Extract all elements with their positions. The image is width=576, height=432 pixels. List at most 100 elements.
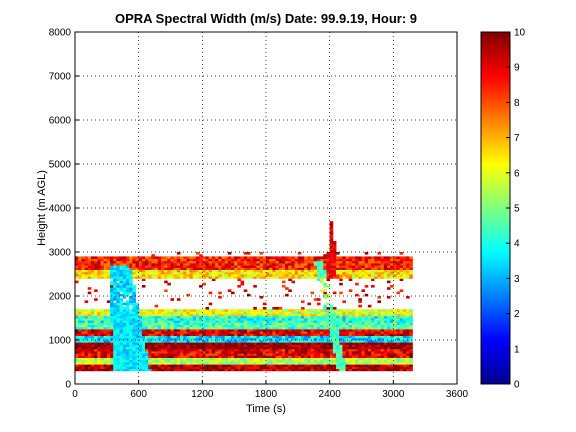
heatmap-cell bbox=[246, 351, 251, 354]
heatmap-cell bbox=[348, 331, 353, 334]
heatmap-cell bbox=[332, 263, 337, 266]
heatmap-cell bbox=[221, 344, 226, 347]
heatmap-cell bbox=[103, 260, 108, 264]
heatmap-cell bbox=[176, 315, 181, 319]
heatmap-cell bbox=[119, 298, 124, 301]
heatmap-cell bbox=[141, 271, 146, 275]
heatmap-cell bbox=[364, 324, 369, 328]
heatmap-cell bbox=[406, 329, 410, 332]
heatmap-cell bbox=[329, 329, 334, 332]
heatmap-cell bbox=[259, 368, 264, 372]
heatmap-cell bbox=[266, 340, 270, 343]
heatmap-cell bbox=[345, 362, 350, 365]
heatmap-cell bbox=[345, 269, 350, 273]
heatmap-cell bbox=[377, 351, 381, 354]
heatmap-cell bbox=[310, 318, 315, 321]
heatmap-cell bbox=[409, 276, 413, 279]
heatmap-cell bbox=[97, 351, 101, 354]
heatmap-cell bbox=[390, 348, 394, 352]
heatmap-cell bbox=[326, 353, 331, 356]
heatmap-cell bbox=[329, 232, 334, 235]
heatmap-cell bbox=[297, 318, 302, 321]
y-tick-label: 0 bbox=[65, 380, 71, 391]
heatmap-cell bbox=[240, 313, 245, 317]
heatmap-cell bbox=[256, 366, 261, 369]
heatmap-cell bbox=[383, 368, 388, 372]
heatmap-cell bbox=[351, 274, 356, 277]
heatmap-cell bbox=[316, 337, 321, 341]
heatmap-cell bbox=[84, 269, 89, 273]
heatmap-cell bbox=[326, 260, 331, 264]
heatmap-cell bbox=[100, 326, 105, 330]
heatmap-cell bbox=[278, 364, 283, 367]
heatmap-cell bbox=[230, 271, 235, 275]
heatmap-cell bbox=[227, 368, 232, 372]
heatmap-cell bbox=[259, 324, 264, 328]
heatmap-cell bbox=[186, 263, 190, 266]
heatmap-cell bbox=[151, 276, 155, 279]
heatmap-cell bbox=[285, 364, 289, 367]
heatmap-cell bbox=[218, 364, 222, 367]
heatmap-cell bbox=[275, 346, 280, 350]
heatmap-cell bbox=[246, 256, 251, 259]
heatmap-cell bbox=[326, 302, 331, 306]
heatmap-cell bbox=[211, 309, 216, 312]
heatmap-cell bbox=[393, 322, 397, 325]
heatmap-cell bbox=[94, 263, 98, 266]
heatmap-cell bbox=[371, 357, 375, 361]
heatmap-cell bbox=[135, 302, 140, 306]
heatmap-cell bbox=[361, 324, 366, 328]
heatmap-cell bbox=[269, 368, 273, 372]
heatmap-cell bbox=[221, 362, 226, 365]
heatmap-cell bbox=[250, 355, 254, 358]
heatmap-cell bbox=[135, 344, 140, 347]
heatmap-cell bbox=[364, 326, 369, 330]
heatmap-cell bbox=[183, 344, 187, 347]
heatmap-cell bbox=[361, 311, 366, 314]
heatmap-cell bbox=[329, 236, 334, 240]
heatmap-cell bbox=[272, 309, 276, 312]
heatmap-cell bbox=[202, 315, 206, 319]
heatmap-cell bbox=[377, 258, 381, 262]
heatmap-cell bbox=[367, 271, 372, 275]
heatmap-cell bbox=[361, 256, 366, 259]
heatmap-cell bbox=[367, 304, 372, 308]
heatmap-cell bbox=[390, 355, 394, 358]
heatmap-cell bbox=[288, 260, 292, 264]
heatmap-cell bbox=[272, 351, 276, 354]
heatmap-cell bbox=[291, 362, 296, 365]
heatmap-cell bbox=[103, 274, 108, 277]
heatmap-cell bbox=[390, 324, 394, 328]
heatmap-cell bbox=[78, 344, 82, 347]
heatmap-cell bbox=[180, 331, 184, 334]
heatmap-cell bbox=[367, 326, 372, 330]
heatmap-cell bbox=[326, 348, 331, 352]
heatmap-cell bbox=[221, 340, 226, 343]
heatmap-cell bbox=[205, 368, 210, 372]
heatmap-cell bbox=[259, 331, 264, 334]
heatmap-cell bbox=[243, 342, 248, 345]
heatmap-cell bbox=[374, 313, 378, 317]
heatmap-cell bbox=[186, 344, 190, 347]
heatmap-cell bbox=[240, 260, 245, 264]
heatmap-cell bbox=[246, 355, 251, 358]
heatmap-cell bbox=[154, 366, 159, 369]
heatmap-cell bbox=[266, 320, 270, 323]
heatmap-cell bbox=[304, 331, 308, 334]
heatmap-cell bbox=[110, 340, 114, 343]
heatmap-cell bbox=[227, 348, 232, 352]
heatmap-cell bbox=[78, 355, 82, 358]
heatmap-cell bbox=[218, 263, 222, 266]
heatmap-cell bbox=[183, 331, 187, 334]
heatmap-cell bbox=[246, 364, 251, 367]
heatmap-cell bbox=[132, 344, 136, 347]
heatmap-cell bbox=[358, 357, 362, 361]
heatmap-cell bbox=[266, 344, 270, 347]
heatmap-cell bbox=[157, 271, 162, 275]
heatmap-cell bbox=[94, 256, 98, 259]
heatmap-cell bbox=[186, 337, 190, 341]
heatmap-cell bbox=[199, 313, 203, 317]
heatmap-cell bbox=[113, 263, 117, 266]
heatmap-cell bbox=[75, 364, 79, 367]
heatmap-cell bbox=[110, 335, 114, 339]
